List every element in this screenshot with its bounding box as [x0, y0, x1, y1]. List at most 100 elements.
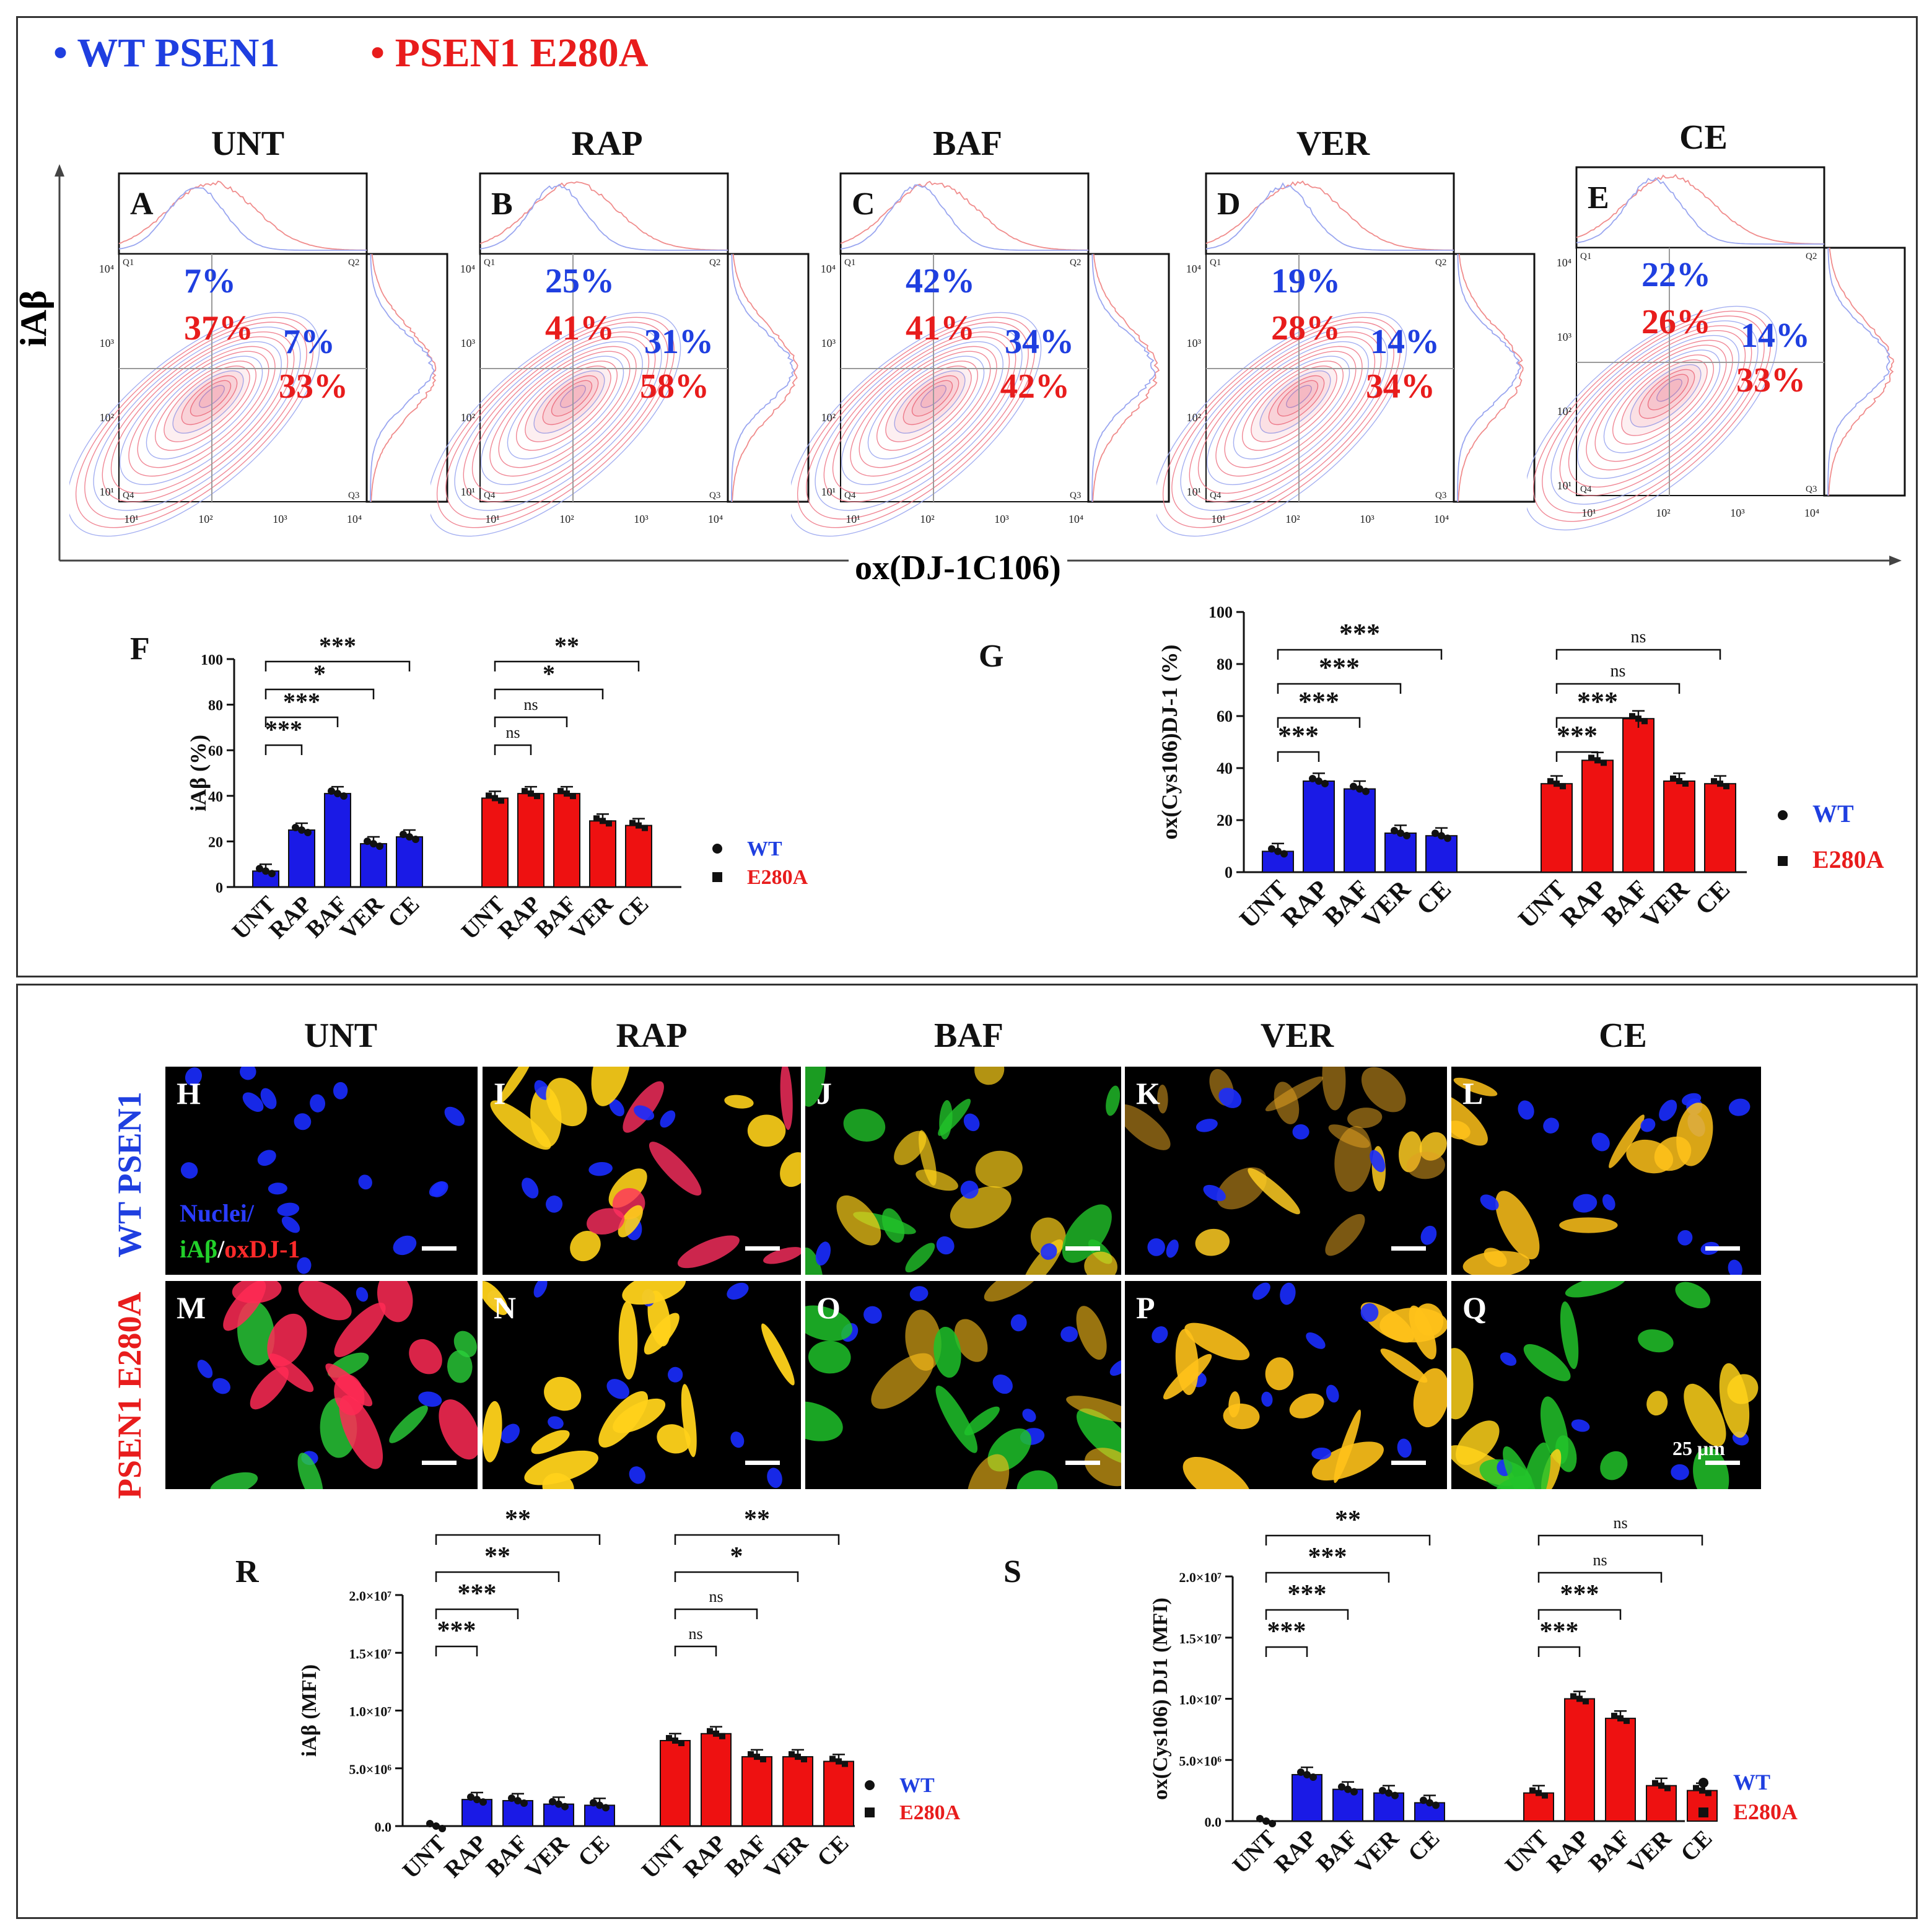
stain-blob — [1609, 1114, 1645, 1168]
nucleus-blob — [1306, 1332, 1326, 1349]
stain-blob — [966, 1454, 1010, 1489]
contour-ring — [1527, 305, 1778, 531]
micrograph-wt-ver: K — [1125, 1067, 1447, 1275]
flow-title-rap: RAP — [571, 125, 643, 163]
data-point — [1350, 1788, 1358, 1796]
significance-label: * — [313, 660, 326, 688]
micrograph-wt-ce: L — [1451, 1067, 1761, 1275]
stain-blob — [1380, 1348, 1428, 1383]
flow-pct-wt-q1: 19% — [1271, 262, 1340, 300]
contour-ring — [533, 370, 605, 434]
flow-panel-letter-d: D — [1217, 186, 1241, 222]
stain-blob — [232, 1281, 282, 1303]
histogram-top-wt — [1576, 177, 1824, 245]
flow-pct-mut-q2: 33% — [279, 367, 348, 406]
data-point — [795, 1754, 801, 1760]
flow-y-tick: 10⁴ — [99, 263, 114, 275]
data-point — [1344, 1785, 1352, 1793]
data-point — [842, 1760, 848, 1767]
significance-label: *** — [1339, 618, 1380, 649]
data-point — [1554, 780, 1560, 787]
contour-ring — [515, 361, 618, 451]
data-point — [570, 793, 576, 800]
contour-ring — [1207, 341, 1369, 486]
data-point — [1297, 1768, 1305, 1776]
data-point — [370, 840, 377, 848]
nucleus-blob — [1109, 1359, 1121, 1376]
nucleus-blob — [185, 1067, 202, 1086]
nucleus-blob — [1640, 1118, 1656, 1132]
data-point — [1560, 783, 1566, 790]
significance-label: *** — [265, 715, 302, 743]
significance-bracket — [264, 744, 303, 755]
significance-bracket — [435, 1534, 601, 1545]
micrograph-wt-rap: I — [483, 1067, 801, 1275]
flow-x-tick: 10³ — [1730, 507, 1745, 519]
flow-panel-letter-c: C — [852, 186, 875, 222]
data-point — [1350, 782, 1357, 790]
data-point — [564, 790, 570, 797]
data-point — [340, 792, 347, 800]
flow-y-tick: 10⁴ — [1186, 263, 1201, 275]
data-point — [801, 1756, 807, 1763]
flow-y-tick: 10⁴ — [1557, 256, 1571, 269]
micrograph-render — [805, 1067, 1121, 1275]
stain-blob — [724, 1095, 754, 1109]
contour-ring — [525, 365, 611, 442]
nucleus-blob — [1166, 1239, 1179, 1258]
significance-label: ns — [1611, 662, 1626, 681]
flow-x-tick: 10³ — [994, 513, 1009, 525]
contour-ring — [69, 312, 320, 537]
flow-pct-mut-q1: 41% — [545, 309, 614, 347]
data-point — [672, 1737, 678, 1744]
stain-blob — [570, 1231, 601, 1262]
data-point — [713, 1730, 719, 1737]
contour-ring — [1559, 325, 1752, 496]
significance-label: *** — [1288, 1580, 1327, 1609]
flow-plot-c: Q1 Q2 Q3 Q4 10¹ 10¹ 10² 10² 10³ 10³ 10⁴ 10⁴ — [791, 172, 1170, 537]
significance-bracket — [1277, 717, 1361, 728]
stain-blob — [780, 1152, 801, 1187]
data-point — [1403, 832, 1410, 839]
data-point — [412, 836, 419, 844]
nucleus-blob — [609, 1099, 624, 1117]
nucleus-blob — [1659, 1099, 1677, 1121]
significance-label: *** — [1577, 686, 1618, 717]
contour-ring — [885, 365, 972, 442]
data-point — [678, 1739, 684, 1746]
stain-blob — [1451, 1091, 1488, 1146]
flow-y-tick: 10¹ — [100, 486, 114, 498]
contour-ring — [791, 312, 1042, 537]
stain-blob — [439, 1399, 478, 1460]
bar-e280a-rap — [701, 1733, 732, 1827]
y-axis-title: iAβ (MFI) — [298, 1664, 321, 1757]
quadrant-label-q4: Q4 — [484, 491, 496, 500]
data-point — [1583, 1698, 1589, 1705]
data-point — [508, 1794, 515, 1802]
nucleus-blob — [310, 1094, 326, 1112]
stain-blob — [1646, 1391, 1668, 1416]
contour-ring — [806, 321, 1029, 520]
micrograph-mut-ce: Q — [1451, 1281, 1761, 1489]
legend-mut-text: E280A — [747, 866, 808, 889]
stain-blob — [531, 1430, 570, 1454]
data-point — [666, 1734, 672, 1741]
stain-blob — [1163, 1353, 1212, 1400]
data-point — [1529, 1787, 1536, 1794]
contour-ring — [823, 331, 1016, 502]
contour-ring — [146, 356, 263, 460]
scale-bar — [1065, 1246, 1100, 1251]
stain-blob — [1311, 1441, 1384, 1481]
stain-blob — [1076, 1306, 1107, 1360]
contour-ring — [489, 346, 637, 477]
flow-x-tick: 10² — [920, 513, 934, 525]
stain-blob — [490, 1100, 551, 1150]
y-tick-label: 2.0×10⁷ — [349, 1588, 391, 1604]
micrograph-render — [483, 1281, 795, 1489]
nucleus-blob — [1360, 1303, 1379, 1322]
micrograph-render — [805, 1281, 1121, 1489]
significance-bracket — [494, 744, 532, 755]
data-point — [1356, 785, 1363, 793]
bar-e280a-baf — [1605, 1718, 1636, 1822]
